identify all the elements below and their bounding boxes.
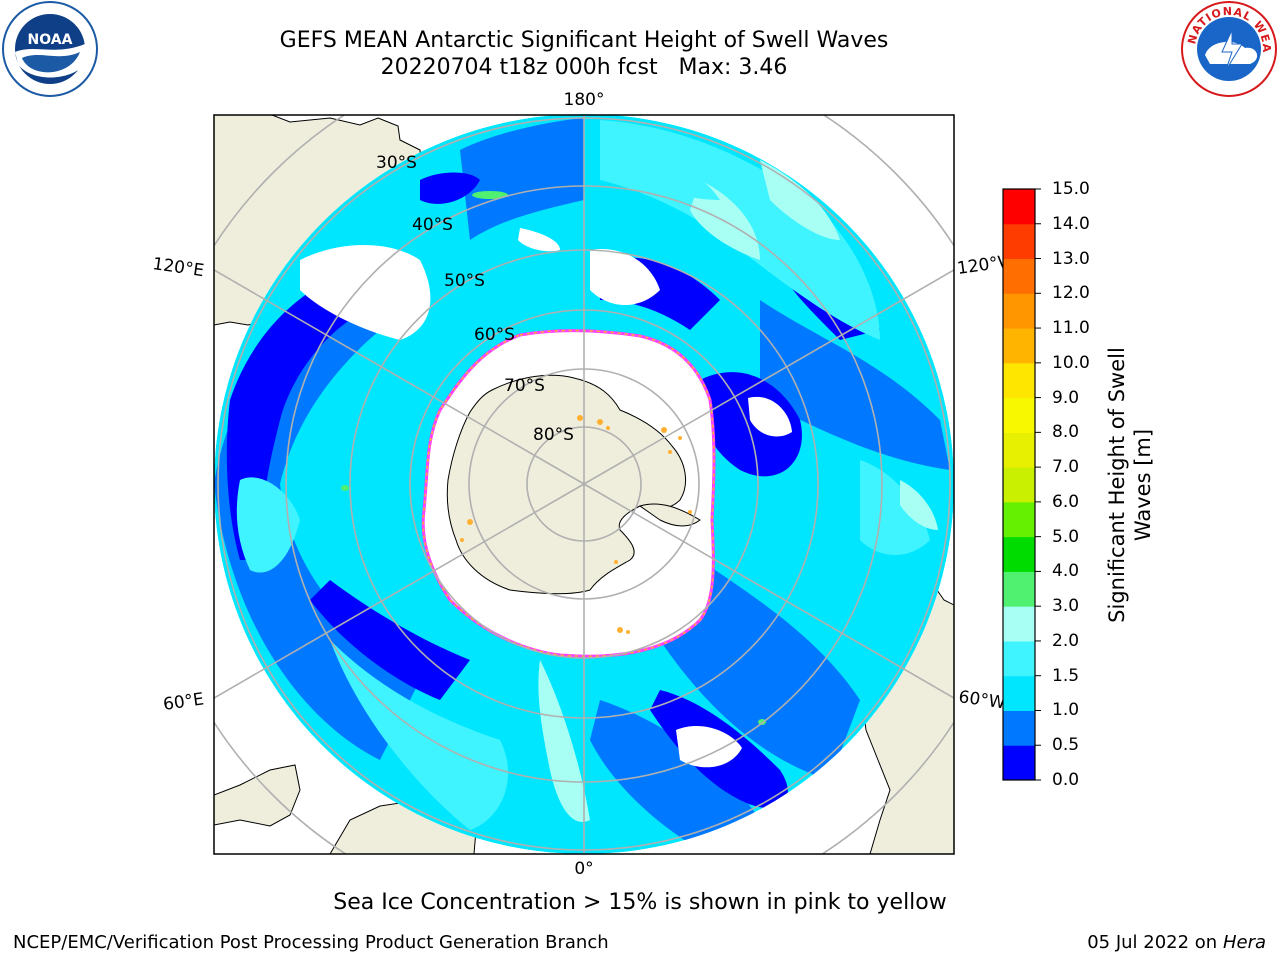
colorbar-frame [1002, 188, 1036, 781]
colorbar-bin [1003, 223, 1035, 260]
lat-label-30: 30°S [376, 153, 417, 173]
chart-subtitle: 20220704 t18z 000h fcst Max: 3.46 [380, 55, 788, 80]
colorbar-tick-label: 1.0 [1052, 700, 1080, 721]
colorbar-bin [1003, 571, 1035, 607]
colorbar-bin [1003, 675, 1035, 711]
colorbar-bin [1003, 745, 1035, 781]
chart-title: GEFS MEAN Antarctic Significant Height o… [279, 28, 889, 53]
colorbar-bin [1003, 432, 1035, 468]
colorbar [1003, 189, 1035, 781]
land-antarctica [446, 374, 687, 595]
colorbar-bin [1003, 606, 1035, 642]
noaa-wordmark: NOAA [28, 32, 73, 48]
graticule [214, 115, 954, 854]
colorbar-bin [1003, 536, 1035, 572]
colorbar-bin [1003, 640, 1035, 677]
lat-label-80: 80°S [533, 425, 574, 445]
colorbar-bin [1003, 710, 1035, 746]
colorbar-tick-label: 2.0 [1052, 630, 1080, 651]
colorbar-bin [1003, 501, 1035, 538]
svg-text:NATIONAL WEATHER SERVICE: NATIONAL WEATHER SERVICE [0, 0, 1273, 53]
colorbar-tick-label: 9.0 [1052, 387, 1080, 408]
colorbar-label: Significant Height of Swell Waves [m] [1105, 347, 1155, 623]
footer-left: NCEP/EMC/Verification Post Processing Pr… [13, 932, 609, 953]
meridian-120w [583, 269, 954, 485]
lon-label-top: 180° [564, 90, 605, 110]
land-africa [214, 764, 301, 827]
colorbar-tick-label: 13.0 [1052, 248, 1090, 269]
meridian-120e [214, 269, 585, 485]
meridian-60e [214, 483, 585, 699]
colorbar-tick-label: 7.0 [1052, 457, 1080, 478]
lon-label-upper-left: 120°E [151, 254, 205, 281]
lon-label-lower-right: 60°W [957, 687, 1006, 713]
colorbar-tick-label: 11.0 [1052, 318, 1090, 339]
lat-label-70: 70°S [504, 376, 545, 396]
colorbar-bin [1003, 467, 1035, 503]
colorbar-tick-label: 4.0 [1052, 561, 1080, 582]
nws-logo: NATIONAL WEATHER SERVICE [0, 0, 1277, 97]
noaa-logo: NOAA [2, 1, 98, 97]
colorbar-tick-label: 3.0 [1052, 596, 1080, 617]
footer-right: 05 Jul 2022 on Hera [1087, 932, 1266, 953]
colorbar-tick-label: 1.5 [1052, 665, 1080, 686]
lat-label-40: 40°S [412, 215, 453, 235]
lon-label-lower-left: 60°E [162, 689, 205, 714]
colorbar-tick-label: 0.0 [1052, 770, 1080, 790]
colorbar-bin [1003, 258, 1035, 294]
footer-date: 05 Jul 2022 on [1087, 932, 1223, 953]
colorbar-tick-marks [1035, 188, 1041, 781]
lat-label-50: 50°S [444, 271, 485, 291]
colorbar-tick-label: 14.0 [1052, 213, 1090, 234]
colorbar-bin [1003, 397, 1035, 433]
map-frame [213, 114, 955, 855]
lon-label-bottom: 0° [574, 859, 593, 879]
colorbar-tick-label: 0.5 [1052, 735, 1080, 756]
colorbar-bin [1003, 328, 1035, 364]
nws-ring-text: NATIONAL WEATHER SERVICE [0, 0, 1272, 53]
meridian-60w [583, 483, 954, 699]
colorbar-tick-label: 12.0 [1052, 283, 1090, 304]
lat-label-60: 60°S [474, 325, 515, 345]
colorbar-bin [1003, 293, 1035, 329]
ice-shelf-speckles [460, 415, 692, 634]
colorbar-tick-label: 6.0 [1052, 491, 1080, 512]
colorbar-bin [1003, 362, 1035, 399]
colorbar-bin [1003, 189, 1035, 225]
land-antarctic-peninsula [638, 503, 701, 527]
caption: Sea Ice Concentration > 15% is shown in … [333, 890, 947, 915]
colorbar-tick-label: 5.0 [1052, 526, 1080, 547]
ice-edge-orange [422, 329, 715, 657]
colorbar-tick-label: 15.0 [1052, 179, 1090, 199]
colorbar-tick-label: 8.0 [1052, 422, 1080, 443]
footer-host: Hera [1222, 932, 1266, 953]
colorbar-tick-label: 10.0 [1052, 352, 1090, 373]
